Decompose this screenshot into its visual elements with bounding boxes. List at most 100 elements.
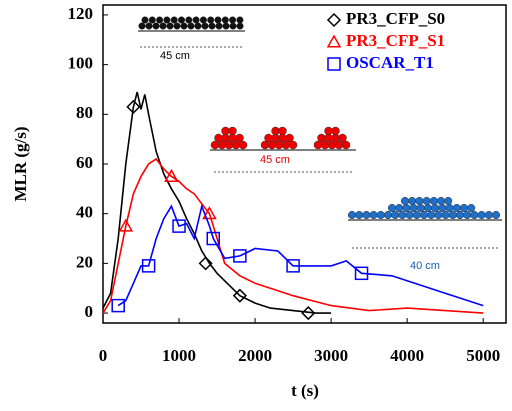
inset-particle — [192, 16, 200, 24]
inset-particle — [341, 140, 351, 150]
inset-particle — [156, 16, 164, 24]
inset-particle — [228, 126, 237, 136]
marker — [354, 266, 369, 281]
inset-particle — [455, 210, 465, 220]
inset-particle — [347, 210, 357, 220]
inset-particle — [444, 196, 453, 206]
inset-particle — [215, 22, 223, 30]
inset-particle — [199, 16, 207, 24]
annotation: 40 cm — [410, 260, 440, 272]
inset-particle — [229, 16, 237, 24]
inset-particle — [387, 203, 397, 213]
annotation: 45 cm — [260, 154, 290, 166]
inset-particle — [427, 210, 436, 220]
y-tick-label: 80 — [76, 103, 93, 122]
x-tick-label: 5000 — [466, 346, 500, 365]
inset-particle — [170, 16, 178, 24]
legend-marker — [327, 57, 341, 71]
inset-particle — [459, 203, 469, 213]
inset-particle — [185, 16, 193, 24]
inset-particle — [400, 196, 410, 206]
inset-particle — [438, 203, 447, 213]
inset-particle — [159, 22, 167, 30]
inset-particle — [222, 22, 230, 30]
inset-particle — [285, 133, 294, 143]
inset-particle — [436, 196, 446, 206]
inset-particle — [278, 126, 287, 136]
inset-particle — [369, 210, 378, 220]
inset-particle — [409, 203, 418, 213]
y-tick-label: 120 — [68, 4, 94, 23]
inset-particle — [467, 203, 476, 213]
y-tick-label: 100 — [68, 54, 94, 73]
inset-particle — [445, 203, 454, 213]
marker — [286, 259, 300, 273]
inset-particle — [221, 16, 229, 24]
x-axis-title: t (s) — [291, 381, 319, 400]
inset-particle — [208, 22, 216, 30]
inset-particle — [412, 210, 421, 220]
inset-particle — [355, 210, 364, 220]
inset-particle — [362, 210, 371, 220]
inset-particle — [194, 22, 202, 30]
inset-particle — [429, 196, 438, 206]
legend-label: PR3_CFP_S1 — [346, 31, 445, 50]
inset-particle — [422, 196, 431, 206]
x-tick-label: 2000 — [238, 346, 272, 365]
inset-particle — [431, 203, 440, 213]
inset-particle — [338, 133, 347, 143]
inset-particle — [405, 210, 414, 220]
inset-particle — [238, 140, 248, 150]
marker — [232, 288, 247, 303]
inset-particle — [395, 203, 404, 213]
inset-particle — [448, 210, 457, 220]
marker — [172, 219, 186, 233]
inset-particle — [288, 140, 298, 150]
inset-particle — [331, 126, 340, 136]
inset-particle — [180, 22, 188, 30]
inset-particle — [166, 22, 174, 30]
y-tick-label: 20 — [76, 252, 93, 271]
inset-particle — [408, 196, 417, 206]
legend-marker — [326, 34, 342, 48]
inset-particle — [177, 16, 186, 24]
marker — [126, 99, 141, 114]
inset-particle — [173, 22, 181, 30]
x-tick-label: 4000 — [390, 346, 424, 365]
inset-particle — [463, 210, 472, 220]
inset-particle — [434, 210, 443, 220]
inset-particle — [141, 16, 149, 24]
inset-particle — [163, 16, 171, 24]
inset-particle — [201, 22, 209, 30]
x-tick-label: 0 — [99, 346, 108, 365]
y-tick-label: 60 — [76, 153, 93, 172]
inset-particle — [415, 196, 424, 206]
inset-particle — [441, 210, 450, 220]
series-line — [102, 91, 332, 314]
x-tick-label: 1000 — [162, 346, 196, 365]
marker — [164, 168, 179, 182]
y-tick-label: 0 — [85, 302, 94, 321]
annotation: 45 cm — [160, 50, 190, 62]
inset-particle — [235, 133, 244, 143]
inset-particle — [419, 210, 429, 220]
inset-particle — [187, 22, 195, 30]
marker — [202, 206, 217, 220]
inset-particle — [207, 16, 215, 24]
marker — [206, 231, 221, 246]
marker — [198, 256, 213, 271]
marker — [141, 259, 156, 273]
x-tick-label: 3000 — [314, 346, 348, 365]
inset-particle — [229, 22, 237, 30]
series-line — [117, 203, 484, 307]
inset-particle — [148, 16, 156, 24]
y-axis-title: MLR (g/s) — [11, 126, 30, 201]
inset-particle — [416, 203, 425, 213]
inset-particle — [391, 210, 400, 220]
inset-particle — [484, 210, 493, 220]
inset-particle — [398, 210, 407, 220]
legend-label: PR3_CFP_S0 — [346, 9, 445, 28]
inset-particle — [477, 210, 486, 220]
inset-particle — [452, 203, 461, 213]
